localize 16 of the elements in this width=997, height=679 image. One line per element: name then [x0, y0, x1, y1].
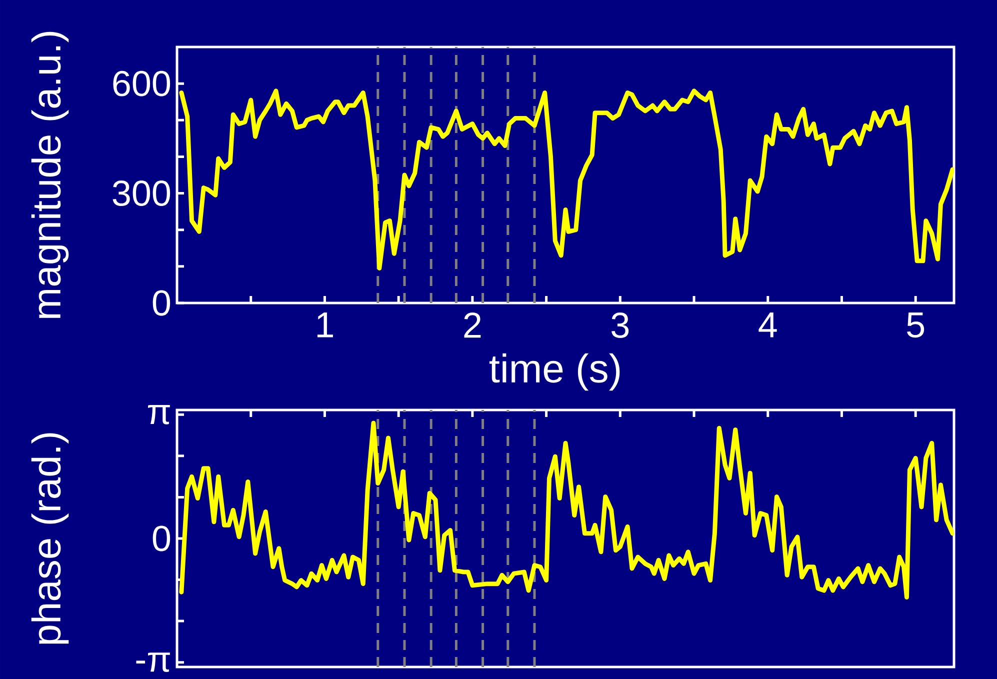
- x-tick-label: 2: [464, 312, 481, 338]
- x-tick-label: 5: [907, 312, 924, 338]
- y-axis-title: phase (rad.): [31, 433, 69, 644]
- x-tick-label: 4: [758, 312, 777, 338]
- y-tick-label: 0: [152, 290, 170, 316]
- line-series: [179, 88, 954, 270]
- y-axis-title: magnitude (a.u.): [31, 32, 69, 318]
- x-tick-label: 1: [317, 312, 333, 338]
- x-tick-label: 3: [612, 312, 629, 338]
- line-series: [179, 420, 954, 600]
- y-tick-label: π: [148, 404, 170, 424]
- y-tick-label: 600: [113, 70, 170, 96]
- y-tick-label: -π: [136, 652, 170, 672]
- y-tick-label: 0: [152, 526, 170, 552]
- y-tick-label: 300: [112, 180, 170, 206]
- x-axis-title: time (s): [489, 353, 620, 391]
